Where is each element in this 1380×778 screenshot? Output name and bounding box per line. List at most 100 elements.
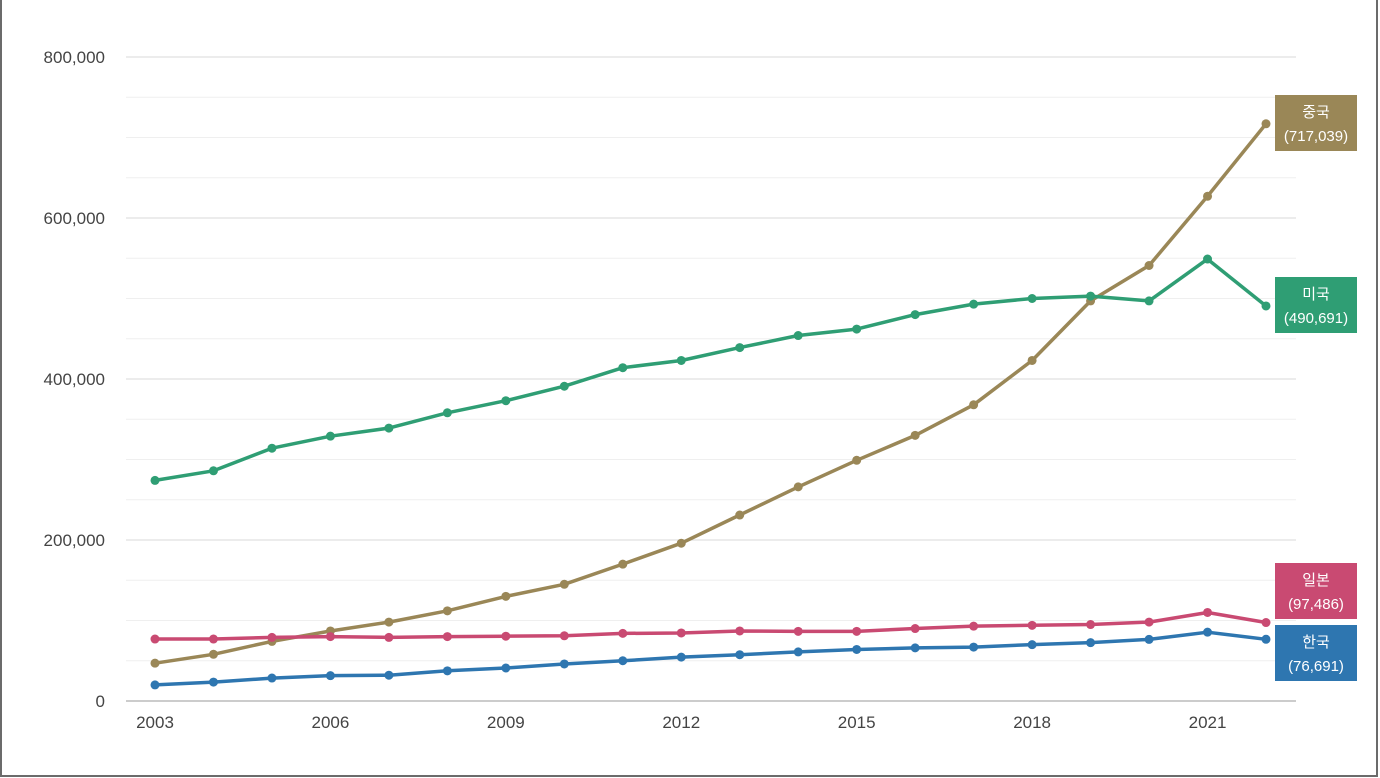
data-point — [1027, 620, 1037, 630]
data-point — [1261, 119, 1271, 129]
series-end-value: (97,486) — [1288, 596, 1344, 613]
y-tick-label: 600,000 — [44, 209, 105, 228]
data-point — [852, 626, 862, 636]
series-name: 한국 — [1302, 633, 1330, 651]
x-tick-label: 2015 — [838, 713, 876, 732]
series-line-0 — [153, 122, 1268, 665]
end-label-box — [1275, 625, 1357, 681]
data-point — [208, 649, 218, 659]
data-point — [676, 538, 686, 548]
y-tick-label: 800,000 — [44, 48, 105, 67]
data-point — [852, 324, 862, 334]
data-point — [384, 423, 394, 433]
data-point — [1027, 640, 1037, 650]
data-point — [1144, 260, 1154, 270]
y-axis-tick-labels: 0 200,000 400,000 600,000 800,000 — [44, 48, 105, 711]
end-label-2: 일본 (97,486) — [1275, 563, 1357, 619]
x-tick-label: 2012 — [662, 713, 700, 732]
data-point — [969, 299, 979, 309]
x-tick-label: 2006 — [312, 713, 350, 732]
series-name: 미국 — [1302, 285, 1330, 303]
x-axis-tick-labels: 2003 2006 2009 2012 2015 2018 2021 — [136, 713, 1226, 732]
data-point — [384, 617, 394, 627]
series-name: 일본 — [1302, 571, 1330, 589]
data-point — [559, 579, 569, 589]
data-point — [676, 355, 686, 365]
data-point — [150, 634, 160, 644]
end-label-box — [1275, 95, 1357, 151]
data-point — [1203, 191, 1213, 201]
data-point — [910, 310, 920, 320]
data-point — [735, 626, 745, 636]
data-point — [501, 631, 511, 641]
data-point — [1203, 254, 1213, 264]
data-point — [1144, 617, 1154, 627]
data-point — [559, 659, 569, 669]
x-tick-label: 2018 — [1013, 713, 1051, 732]
data-point — [618, 363, 628, 373]
y-tick-label: 200,000 — [44, 531, 105, 550]
data-point — [208, 677, 218, 687]
data-point — [735, 343, 745, 353]
series-lines — [153, 122, 1268, 687]
data-point — [852, 644, 862, 654]
series-line-3 — [153, 630, 1268, 687]
x-tick-label: 2021 — [1189, 713, 1227, 732]
data-point — [969, 621, 979, 631]
data-point — [559, 381, 569, 391]
x-tick-label: 2003 — [136, 713, 174, 732]
data-point — [910, 430, 920, 440]
data-point — [1144, 296, 1154, 306]
data-point — [852, 455, 862, 465]
data-point — [442, 606, 452, 616]
data-point — [1261, 301, 1271, 311]
y-tick-label: 0 — [96, 692, 105, 711]
data-point — [1086, 638, 1096, 648]
data-point — [618, 656, 628, 666]
series-end-value: (490,691) — [1284, 310, 1348, 327]
series-end-value: (717,039) — [1284, 128, 1348, 145]
data-point — [442, 666, 452, 676]
series-line-2 — [153, 610, 1268, 641]
data-point — [1144, 634, 1154, 644]
data-point — [910, 624, 920, 634]
data-point — [325, 671, 335, 681]
series-name: 중국 — [1302, 103, 1330, 121]
data-point — [1027, 294, 1037, 303]
series-points — [150, 119, 1271, 690]
data-point — [910, 643, 920, 653]
end-label-box — [1275, 277, 1357, 333]
data-point — [735, 650, 745, 660]
data-point — [501, 396, 511, 406]
data-point — [442, 408, 452, 418]
data-point — [208, 634, 218, 644]
x-tick-label: 2009 — [487, 713, 525, 732]
data-point — [969, 642, 979, 652]
data-point — [325, 632, 335, 642]
data-point — [793, 482, 803, 492]
data-point — [150, 680, 160, 690]
end-label-box — [1275, 563, 1357, 619]
data-point — [384, 632, 394, 642]
data-point — [1027, 355, 1037, 365]
series-line-1 — [153, 257, 1268, 483]
data-point — [735, 510, 745, 520]
data-point — [208, 466, 218, 476]
data-point — [618, 559, 628, 569]
data-point — [325, 431, 335, 441]
data-point — [676, 652, 686, 662]
series-end-labels: 중국 (717,039) 미국 (490,691) 일본 (97,486) 한국 (76,69… — [1275, 95, 1357, 681]
data-point — [267, 673, 277, 683]
data-point — [501, 663, 511, 673]
end-label-3: 한국 (76,691) — [1275, 625, 1357, 681]
data-point — [150, 475, 160, 485]
data-point — [1203, 607, 1213, 617]
data-point — [1261, 634, 1271, 644]
data-point — [969, 400, 979, 410]
end-label-0: 중국 (717,039) — [1275, 95, 1357, 151]
data-point — [1203, 627, 1213, 637]
data-point — [501, 591, 511, 601]
data-point — [1086, 291, 1096, 301]
